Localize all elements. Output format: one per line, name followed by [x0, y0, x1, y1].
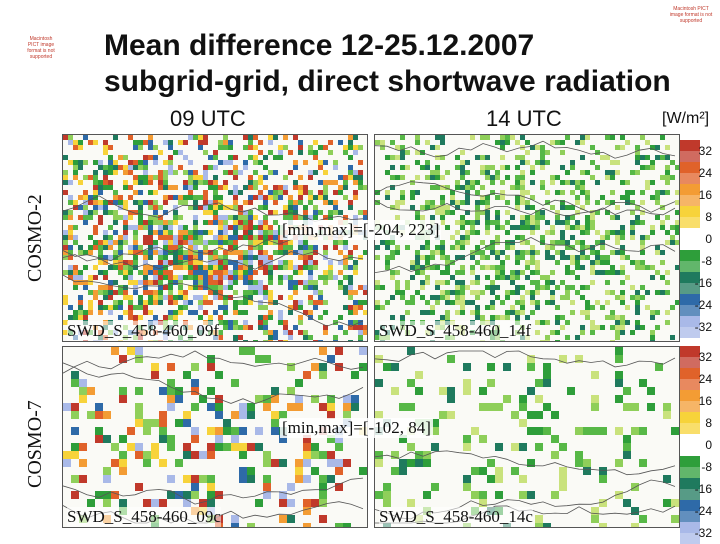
colorbar-swatch — [680, 368, 700, 379]
colorbar-tick-label: -8 — [701, 254, 712, 268]
colorbar-swatch — [680, 500, 700, 511]
colorbar-swatch — [680, 305, 700, 316]
column-label-14utc: 14 UTC — [486, 106, 562, 131]
colorbar-swatch — [680, 467, 700, 478]
colorbar-swatch — [680, 316, 700, 327]
pict-placeholder-right: Macintosh PICT image format is not suppo… — [669, 6, 713, 24]
colorbar-cosmo7 — [680, 346, 700, 544]
colorbar-tick-label: 32 — [698, 350, 712, 364]
colorbar-swatch — [680, 283, 700, 294]
colorbar-swatch — [680, 327, 700, 338]
colorbar-swatch — [680, 533, 700, 544]
colorbar-swatch — [680, 522, 700, 533]
panel-label: SWD_S_458-460_09c — [67, 507, 221, 527]
row-label-cosmo2: COSMO-2 — [24, 194, 46, 282]
colorbar-swatch — [680, 250, 700, 261]
colorbar-swatch — [680, 228, 700, 239]
colorbar-tick-label: -24 — [694, 504, 712, 518]
colorbar-tick-label: 24 — [698, 372, 712, 386]
colorbar-tick-label: -32 — [694, 526, 712, 540]
colorbar-swatch — [680, 346, 700, 357]
row-label-cosmo7: COSMO-7 — [24, 400, 46, 488]
title-line-1: Mean difference 12-25.12.2007 — [104, 29, 535, 62]
minmax-label-cosmo7: [min,max]=[-102, 84] — [280, 418, 433, 438]
colorbar-tick-label: 8 — [705, 416, 712, 430]
title-line-2: subgrid-grid, direct shortwave radiation — [104, 65, 671, 98]
panel-label: SWD_S_458-460_14f — [379, 321, 532, 341]
colorbar-swatch — [680, 140, 700, 151]
colorbar-tick-label: 24 — [698, 166, 712, 180]
colorbar-swatch — [680, 445, 700, 456]
pict-placeholder-left: Macintosh PICT image format is not suppo… — [27, 36, 55, 60]
colorbar-swatch — [680, 357, 700, 368]
colorbar-swatch — [680, 272, 700, 283]
colorbar-swatch — [680, 151, 700, 162]
colorbar-swatch — [680, 206, 700, 217]
panel-label: SWD_S_458-460_09f — [67, 321, 220, 341]
colorbar-swatch — [680, 401, 700, 412]
colorbar-swatch — [680, 184, 700, 195]
colorbar-swatch — [680, 511, 700, 522]
colorbar-tick-label: 16 — [698, 394, 712, 408]
colorbar-swatch — [680, 195, 700, 206]
colorbar-tick-label: -24 — [694, 298, 712, 312]
minmax-label-cosmo2: [min,max]=[-204, 223] — [280, 220, 442, 240]
colorbar-tick-label: -16 — [694, 276, 712, 290]
colorbar-tick-label: -16 — [694, 482, 712, 496]
colorbar-swatch — [680, 390, 700, 401]
colorbar-tick-label: 8 — [705, 210, 712, 224]
colorbar-tick-label: 16 — [698, 188, 712, 202]
colorbar-swatch — [680, 412, 700, 423]
chart-title: Mean difference 12-25.12.2007 subgrid-gr… — [104, 28, 714, 100]
colorbar-cosmo2 — [680, 140, 700, 338]
colorbar-swatch — [680, 434, 700, 445]
colorbar-swatch — [680, 239, 700, 250]
column-label-09utc: 09 UTC — [170, 106, 246, 131]
colorbar-tick-label: 0 — [705, 232, 712, 246]
colorbar-swatch — [680, 261, 700, 272]
colorbar-swatch — [680, 173, 700, 184]
colorbar-tick-label: -32 — [694, 320, 712, 334]
colorbar-swatch — [680, 423, 700, 434]
colorbar-swatch — [680, 294, 700, 305]
colorbar-swatch — [680, 489, 700, 500]
colorbar-swatch — [680, 456, 700, 467]
units-label: [W/m²] — [662, 110, 710, 127]
panel-label: SWD_S_458-460_14c — [379, 507, 533, 527]
colorbar-swatch — [680, 379, 700, 390]
colorbar-swatch — [680, 478, 700, 489]
colorbar-swatch — [680, 217, 700, 228]
colorbar-tick-label: 0 — [705, 438, 712, 452]
colorbar-tick-label: 32 — [698, 144, 712, 158]
colorbar-tick-label: -8 — [701, 460, 712, 474]
colorbar-swatch — [680, 162, 700, 173]
